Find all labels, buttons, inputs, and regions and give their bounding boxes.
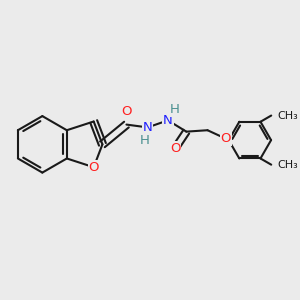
- Text: O: O: [220, 132, 231, 145]
- Text: CH₃: CH₃: [278, 111, 298, 121]
- Text: H: H: [170, 103, 180, 116]
- Text: N: N: [143, 121, 152, 134]
- Text: N: N: [163, 114, 173, 127]
- Text: CH₃: CH₃: [278, 160, 298, 170]
- Text: O: O: [88, 161, 99, 174]
- Text: O: O: [170, 142, 180, 155]
- Text: H: H: [140, 134, 150, 147]
- Text: O: O: [121, 105, 132, 119]
